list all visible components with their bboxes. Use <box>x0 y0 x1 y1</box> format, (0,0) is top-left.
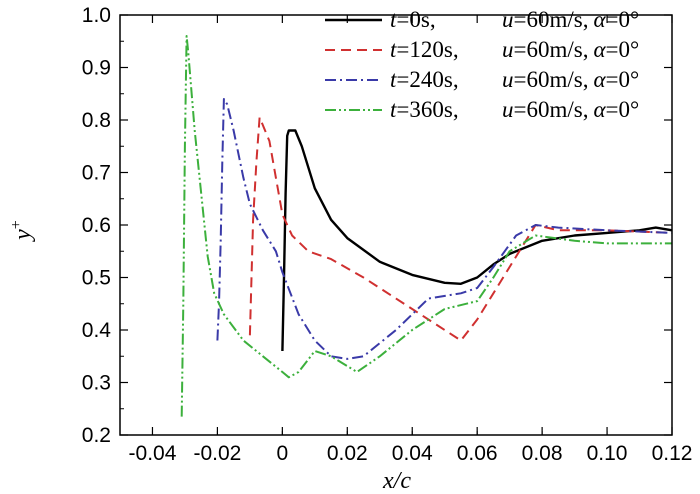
x-tick-label: 0.02 <box>327 442 368 465</box>
x-axis: -0.04 -0.02 0 0.02 0.04 0.06 0.08 0.10 0.12 <box>129 15 693 465</box>
x-tick-label: 0.06 <box>457 442 498 465</box>
series-line-4 <box>180 35 672 417</box>
x-tick-label: 0 <box>277 442 289 465</box>
legend-label-3: t=240s, <box>390 67 459 92</box>
legend-label-4: t=360s, <box>390 97 459 122</box>
legend-speed-4: u=60m/s, α=0° <box>502 97 639 122</box>
y-tick-label: 0.9 <box>82 57 111 80</box>
y-tick-label: 0.7 <box>82 162 111 185</box>
plot-frame <box>119 14 673 436</box>
series-line-1 <box>281 129 673 352</box>
legend-speed-2: u=60m/s, α=0° <box>502 37 639 62</box>
y-tick-label: 0.5 <box>82 267 111 290</box>
x-tick-label: -0.04 <box>129 442 177 465</box>
x-tick-label: 0.04 <box>392 442 433 465</box>
y-tick-label: 0.2 <box>82 424 111 447</box>
legend-speed-3: u=60m/s, α=0° <box>502 67 639 92</box>
y-tick-label: 0.6 <box>82 214 111 237</box>
x-axis-title: x/c <box>382 468 411 494</box>
series-layer <box>180 35 673 417</box>
legend: t=0s, u=60m/s, α=0° t=120s, u=60m/s, α=0° t=24… <box>325 7 639 122</box>
x-tick-label: 0.10 <box>587 442 628 465</box>
y-tick-label: 0.3 <box>82 372 111 395</box>
legend-label-1: t=0s, <box>390 7 436 32</box>
x-tick-label: 0.08 <box>522 442 563 465</box>
y-tick-label: 1.0 <box>82 4 111 27</box>
x-tick-label: 0.12 <box>652 442 693 465</box>
legend-label-2: t=120s, <box>390 37 459 62</box>
y-axis-title: y+ <box>8 220 36 242</box>
series-line-2 <box>248 116 673 342</box>
x-tick-label: -0.02 <box>193 442 241 465</box>
legend-speed-1: u=60m/s, α=0° <box>502 7 639 32</box>
y-tick-label: 0.4 <box>82 319 112 342</box>
y-axis: 0.2 0.3 0.4 0.5 0.6 0.7 0.8 0.9 1.0 <box>82 4 672 447</box>
y-tick-label: 0.8 <box>82 109 111 132</box>
